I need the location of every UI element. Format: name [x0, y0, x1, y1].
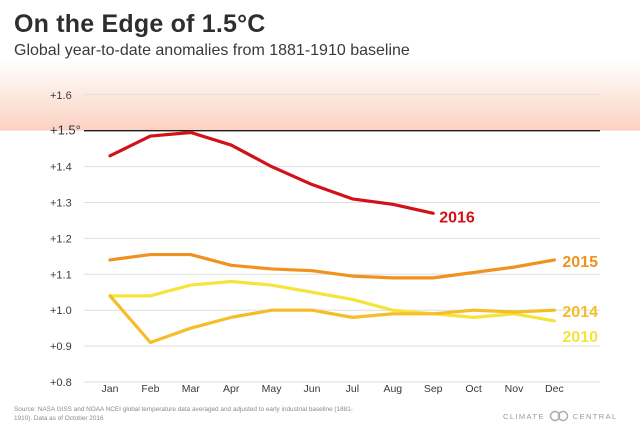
x-tick-label: May: [262, 383, 283, 395]
x-tick-label: Feb: [141, 383, 159, 395]
climate-central-logo-icon: [549, 410, 569, 422]
x-tick-label: Sep: [424, 383, 443, 395]
y-tick-label: +1.3: [50, 198, 72, 210]
y-tick-label: +1.4: [50, 162, 72, 174]
x-tick-label: Jun: [304, 383, 321, 395]
y-tick-label: +1.1: [50, 269, 72, 281]
x-tick-label: Mar: [182, 383, 201, 395]
x-tick-label: Nov: [505, 383, 524, 395]
series-line-2015: [108, 252, 557, 280]
brand-left-text: CLIMATE: [503, 411, 545, 421]
x-tick-label: Jul: [346, 383, 359, 395]
x-tick-label: Apr: [223, 383, 240, 395]
series-label-2014: 2014: [562, 304, 598, 321]
y-tick-label: +0.8: [50, 377, 72, 389]
series-label-2016: 2016: [439, 209, 475, 226]
y-tick-label: +1.2: [50, 233, 72, 245]
x-tick-label: Aug: [383, 383, 402, 395]
chart-subtitle: Global year-to-date anomalies from 1881-…: [14, 42, 410, 59]
brand-logo: CLIMATE CENTRAL: [503, 410, 618, 422]
series-label-2010: 2010: [562, 329, 598, 346]
y-tick-label: +1.5°: [50, 123, 81, 138]
brand-right-text: CENTRAL: [572, 411, 618, 421]
series-line-2016: [108, 130, 435, 215]
series-label-2015: 2015: [562, 254, 598, 271]
series-line-2010: [108, 279, 557, 323]
y-tick-label: +1.6: [50, 90, 72, 102]
y-tick-label: +0.9: [50, 341, 72, 353]
series-line-2014: [108, 294, 557, 345]
x-tick-label: Oct: [465, 383, 481, 395]
x-tick-label: Jan: [102, 383, 119, 395]
x-tick-label: Dec: [545, 383, 564, 395]
y-tick-label: +1.0: [50, 305, 72, 317]
chart-title: On the Edge of 1.5°C: [14, 10, 266, 38]
source-note: Source: NASA GISS and NOAA NCEI global t…: [14, 406, 353, 422]
